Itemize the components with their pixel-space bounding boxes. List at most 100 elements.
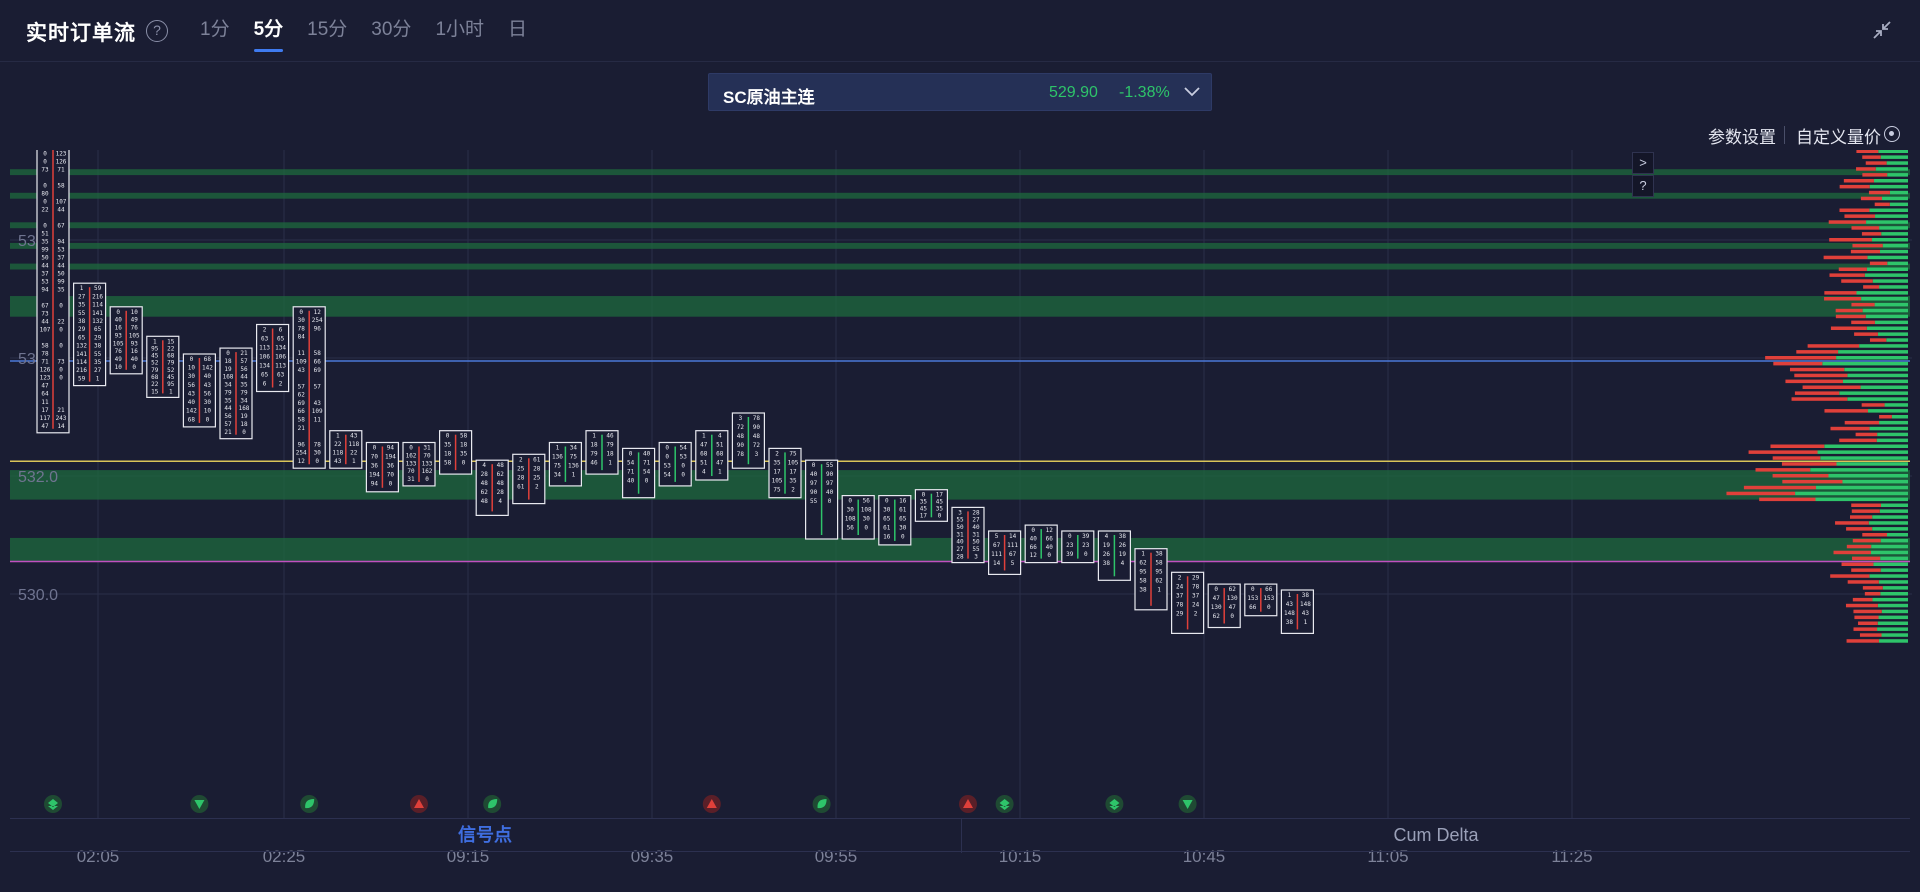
volume-profile-bar-sell <box>1839 208 1870 212</box>
footprint-cell-value: 37 <box>1192 592 1200 599</box>
footprint-cell-value: 79 <box>151 367 159 374</box>
volume-profile-bar-buy <box>1879 226 1908 230</box>
footprint-cell-value: 22 <box>151 381 159 388</box>
volume-profile-bar-buy <box>1865 314 1908 319</box>
footprint-cell-value: 21 <box>224 429 232 436</box>
footprint-cell-value: 48 <box>737 433 745 440</box>
volume-profile-bar-sell <box>1851 320 1875 325</box>
footprint-cell-value: 3 <box>755 451 759 458</box>
volume-profile-bar-sell <box>1823 255 1868 260</box>
footprint-cell-value: 45 <box>920 506 928 513</box>
footprint-cell-value: 17 <box>41 407 49 414</box>
settings-button[interactable]: 参数设置 <box>1708 128 1776 147</box>
volume-profile-bar-sell <box>1770 444 1825 448</box>
custom-price-volume-button[interactable]: 自定义量价 <box>1796 128 1881 147</box>
footprint-cell-value: 0 <box>59 343 63 350</box>
volume-profile-bar-buy <box>1867 409 1908 413</box>
volume-profile-bar-buy <box>1817 450 1908 454</box>
tab-day[interactable]: 日 <box>508 19 528 40</box>
footprint-cell-value: 65 <box>78 334 86 341</box>
footprint-cell-value: 96 <box>314 325 322 332</box>
footprint-cell-value: 68 <box>167 353 175 360</box>
footprint-cell-value: 126 <box>56 158 67 165</box>
volume-profile-bar-sell <box>1773 361 1823 366</box>
volume-profile-bar-sell <box>1781 462 1837 466</box>
symbol-selector[interactable]: SC原油主连 529.90 -1.38% <box>708 73 1212 111</box>
signal-layers-icon[interactable] <box>44 795 62 813</box>
volume-profile-bar-buy <box>1878 615 1908 620</box>
footprint-cell-value: 38 <box>1139 587 1147 594</box>
volume-profile-bar-sell <box>1755 468 1811 472</box>
footprint-cell-value: 38 <box>1302 592 1310 599</box>
page-title: 实时订单流 <box>26 22 136 45</box>
volume-profile-bar-buy <box>1873 179 1908 183</box>
footprint-cell-value: 2 <box>519 456 523 463</box>
volume-profile-bar-buy <box>1878 150 1908 153</box>
tab-1min[interactable]: 1分 <box>200 19 230 40</box>
footprint-cell-value: 0 <box>43 150 47 157</box>
footprint-cell-value: 6 <box>279 327 283 334</box>
tab-cum-delta[interactable]: Cum Delta <box>961 819 1910 853</box>
tab-signal-points[interactable]: 信号点 <box>458 825 512 845</box>
footprint-cell-value: 1 <box>556 445 560 452</box>
footprint-cell-value: 11 <box>41 399 49 406</box>
volume-profile-bar-buy <box>1877 603 1908 608</box>
footprint-cell-value: 65 <box>883 516 891 523</box>
footprint-cell-value: 28 <box>481 471 489 478</box>
signal-down-icon[interactable] <box>1178 795 1197 813</box>
footprint-cell-value: 0 <box>132 364 136 371</box>
signal-up-red-icon[interactable] <box>702 795 721 813</box>
footprint-cell-value: 73 <box>41 311 49 318</box>
signal-up-red-icon[interactable] <box>959 795 977 813</box>
footprint-cell-value: 30 <box>314 450 322 457</box>
footprint-cell-value: 0 <box>938 512 942 519</box>
signal-leaf-icon[interactable] <box>812 795 831 813</box>
volume-profile-bar-buy <box>1838 350 1908 354</box>
footprint-cell-value: 43 <box>334 458 342 465</box>
footprint-cell-value: 31 <box>407 476 415 483</box>
footprint-cell-value: 4 <box>498 498 502 505</box>
footprint-cell-value: 64 <box>41 391 49 398</box>
signal-up-red-icon[interactable] <box>410 795 428 813</box>
tab-30min[interactable]: 30分 <box>371 19 412 40</box>
volume-profile-bar-sell <box>1794 373 1848 378</box>
footprint-cell-value: 0 <box>43 222 47 229</box>
footprint-cell-value: 70 <box>371 454 379 461</box>
volume-profile-bar-buy <box>1881 609 1908 614</box>
signal-leaf-icon[interactable] <box>300 795 319 813</box>
tab-15min[interactable]: 15分 <box>307 19 348 40</box>
footprint-cell-value: 21 <box>240 350 248 357</box>
footprint-cell-value: 10 <box>115 364 123 371</box>
footprint-cell-value: 26 <box>1119 542 1127 549</box>
volume-profile-bar-buy <box>1871 238 1908 242</box>
volume-profile-bar-buy <box>1869 208 1908 212</box>
help-icon[interactable]: ? <box>146 20 168 42</box>
signal-down-icon[interactable] <box>190 795 209 813</box>
footprint-cell-value: 141 <box>76 351 87 358</box>
footprint-cell-value: 0 <box>1031 527 1035 534</box>
radio-target-icon[interactable] <box>1884 126 1900 142</box>
volume-profile-bar-buy <box>1872 597 1908 602</box>
footprint-cell-value: 94 <box>371 481 379 488</box>
signal-layers-icon[interactable] <box>1105 795 1124 813</box>
footprint-cell-value: 1 <box>169 388 173 395</box>
footprint-cell-value: 59 <box>78 375 86 382</box>
footprint-cell-value: 51 <box>716 442 724 449</box>
expand-panel-button[interactable]: > <box>1632 152 1654 174</box>
toolbar-divider <box>1784 126 1785 144</box>
collapse-icon[interactable] <box>1868 16 1896 44</box>
tab-5min[interactable]: 5分 <box>253 18 283 52</box>
volume-profile-bar-buy <box>1844 367 1908 372</box>
footprint-cell-value: 22 <box>334 441 342 448</box>
volume-profile-bar-buy <box>1847 397 1908 401</box>
chart-help-button[interactable]: ? <box>1632 175 1654 197</box>
signal-leaf-icon[interactable] <box>483 795 502 813</box>
volume-profile-bar-sell <box>1726 491 1796 496</box>
signal-layers-icon[interactable] <box>995 795 1014 813</box>
volume-profile-bar-sell <box>1859 633 1882 637</box>
footprint-cell-value: 44 <box>240 374 248 381</box>
footprint-chart[interactable]: 538.0536.0534.0532.0530.0056102204819111… <box>0 150 1920 865</box>
footprint-cell-value: 2 <box>263 327 267 334</box>
tab-1hour[interactable]: 1小时 <box>435 19 485 40</box>
symbol-change: -1.38% <box>1119 84 1170 101</box>
